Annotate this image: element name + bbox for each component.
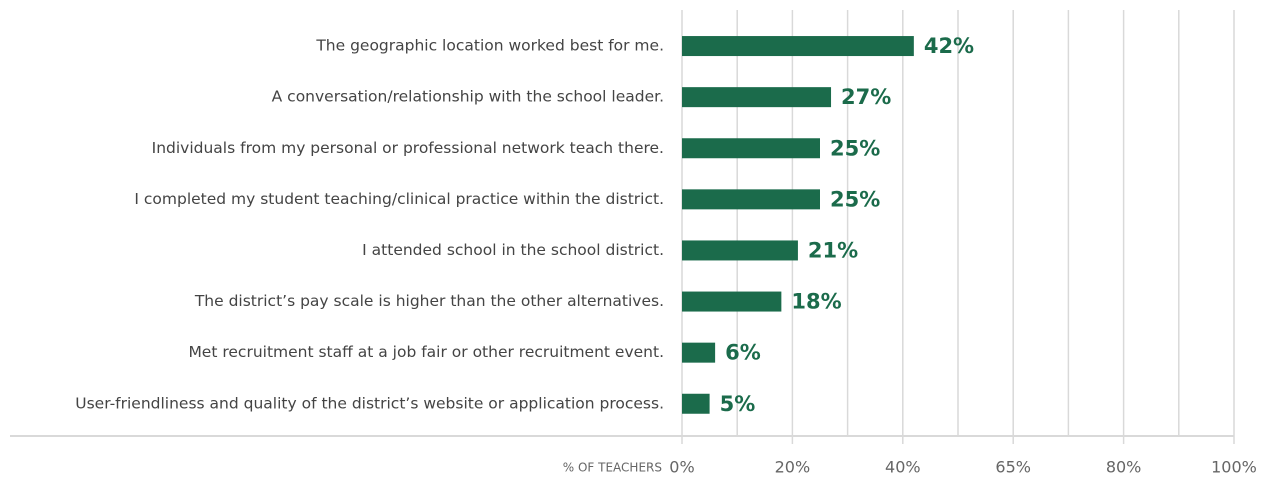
value-label: 42% — [924, 34, 974, 58]
bar — [682, 189, 820, 210]
category-label: I attended school in the school district… — [362, 241, 664, 259]
category-label: Met recruitment staff at a job fair or o… — [188, 343, 664, 361]
value-label: 6% — [725, 341, 761, 365]
x-tick-label: 80% — [1106, 458, 1142, 477]
bar — [682, 291, 782, 312]
value-label: 27% — [841, 85, 891, 109]
bar — [682, 342, 716, 363]
value-label: 18% — [791, 290, 841, 314]
bar — [682, 36, 914, 57]
bar — [682, 393, 710, 414]
category-label: User-friendliness and quality of the dis… — [75, 394, 664, 412]
x-tick-label: 40% — [885, 458, 921, 477]
category-label: Individuals from my personal or professi… — [152, 139, 664, 157]
category-label: I completed my student teaching/clinical… — [134, 190, 664, 208]
value-label: 25% — [830, 136, 880, 160]
x-tick-label: 0% — [669, 458, 694, 477]
bar — [682, 240, 798, 261]
value-label: 5% — [720, 392, 756, 416]
category-label: The geographic location worked best for … — [315, 37, 664, 55]
bar — [682, 138, 820, 159]
x-tick-label: 65% — [995, 458, 1031, 477]
x-tick-label: 20% — [775, 458, 811, 477]
category-label: The district’s pay scale is higher than … — [194, 292, 664, 310]
category-label: A conversation/relationship with the sch… — [272, 88, 664, 106]
x-axis-label: % OF TEACHERS — [563, 461, 662, 475]
value-label: 25% — [830, 187, 880, 211]
x-tick-label: 100% — [1211, 458, 1257, 477]
bar — [682, 87, 832, 108]
value-label: 21% — [808, 238, 858, 262]
